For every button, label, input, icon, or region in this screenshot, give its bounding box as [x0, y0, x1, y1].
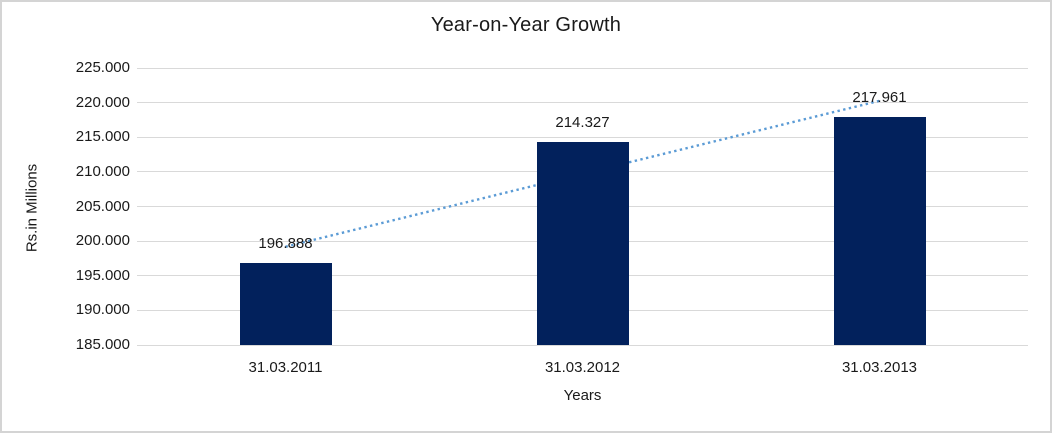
y-tick-label: 215.000	[75, 128, 130, 146]
y-tick-label: 185.000	[75, 336, 130, 353]
y-tick-label: 225.000	[75, 59, 130, 76]
bar-value-label: 196.888	[258, 234, 313, 252]
bar-value-label: 214.327	[555, 113, 610, 131]
bar	[536, 141, 629, 345]
x-tick-label: 31.03.2012	[544, 359, 621, 376]
chart-title: Year-on-Year Growth	[430, 14, 622, 36]
y-tick-label: 210.000	[75, 162, 130, 180]
y-tick-label: 195.000	[75, 266, 130, 284]
x-tick-label: 31.03.2011	[248, 359, 323, 376]
gridline	[137, 67, 1028, 69]
bar	[239, 262, 332, 345]
y-tick-label: 200.000	[75, 232, 130, 250]
x-tick-label: 31.03.2013	[841, 359, 918, 376]
gridline	[137, 344, 1028, 346]
y-tick-label: 205.000	[75, 197, 130, 215]
y-tick-label: 190.000	[75, 301, 130, 319]
bar	[833, 116, 926, 345]
y-tick-label: 220.000	[75, 93, 130, 111]
x-axis-title: Years	[563, 387, 602, 404]
bar-value-label: 217.961	[852, 88, 907, 106]
